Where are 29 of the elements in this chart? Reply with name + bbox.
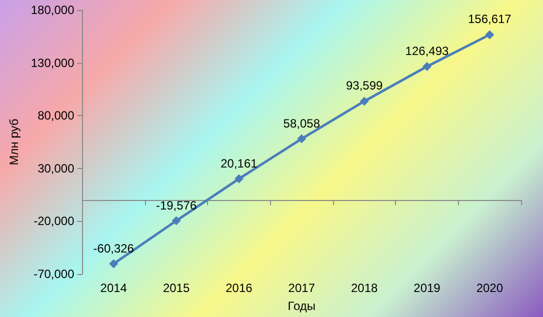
x-tick-label: 2015 (162, 281, 190, 295)
x-tick-label: 2014 (100, 281, 128, 295)
data-label: 20,161 (220, 156, 258, 170)
data-label: 156,617 (468, 12, 512, 26)
x-axis-title: Годы (288, 299, 316, 313)
x-tick-label: 2018 (350, 281, 378, 295)
point (297, 134, 306, 144)
x-tick-label: 2019 (414, 281, 441, 295)
x-tick-label: 2016 (226, 281, 253, 295)
y-tick-label: 180,000 (30, 3, 75, 17)
x-tick-label: 2020 (476, 281, 504, 295)
data-label: -60,326 (93, 241, 134, 256)
y-tick-label: -20,000 (34, 214, 75, 228)
y-tick-label: 30,000 (38, 161, 75, 176)
point (109, 259, 118, 268)
data-label: 126,493 (405, 44, 449, 58)
point (234, 174, 244, 184)
data-label: 93,599 (346, 78, 383, 93)
y-tick-label: 80,000 (38, 108, 75, 123)
point (422, 62, 432, 72)
point (360, 96, 369, 106)
point (172, 216, 181, 226)
data-label: -19,576 (156, 198, 197, 212)
y-tick-label: 130,000 (30, 56, 75, 70)
x-tick-label: 2017 (288, 281, 316, 295)
data-label: 58,058 (283, 116, 320, 130)
point (485, 30, 494, 40)
y-tick-label: -70,000 (34, 267, 75, 281)
y-axis-title: Млн руб (7, 118, 21, 166)
